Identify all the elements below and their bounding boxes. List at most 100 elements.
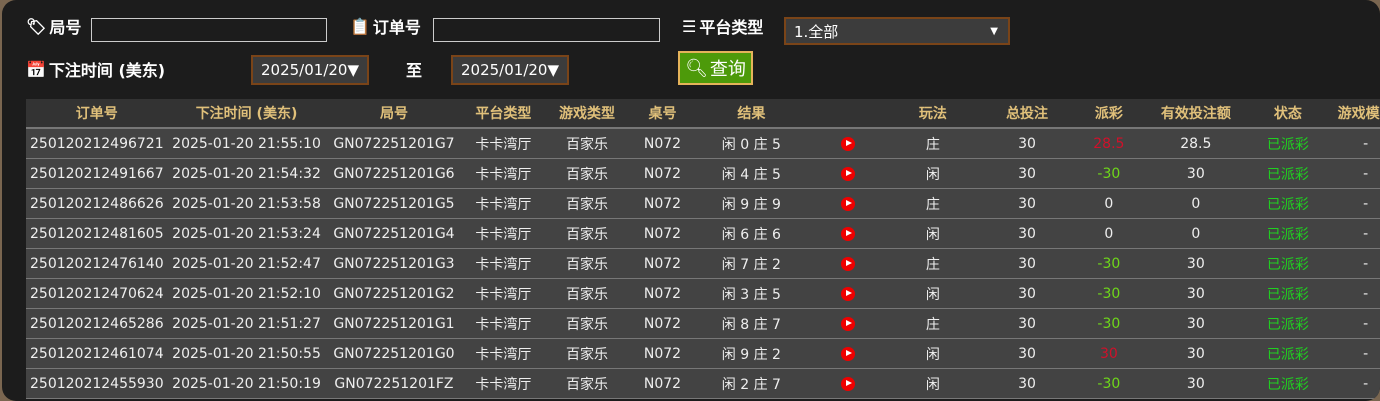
- table-cell: 30: [977, 308, 1077, 339]
- date-from-select[interactable]: 2025/01/20▼: [251, 55, 369, 85]
- table-cell: GN072251201G3: [325, 248, 463, 279]
- table-row: 250120212496721 2025-01-20 21:55:10 GN0722…: [26, 128, 1380, 159]
- table-cell: 0: [1141, 188, 1251, 219]
- table-cell: 250120212476140: [26, 248, 168, 279]
- table-cell: 250120212465286: [26, 308, 168, 339]
- table-cell: GN072251201G5: [325, 188, 463, 219]
- table-cell: -30: [1076, 368, 1142, 399]
- column-header: 平台类型: [462, 99, 545, 129]
- table-cell: 2025-01-20 21:55:10: [167, 128, 326, 159]
- table-cell: 庄: [888, 128, 978, 159]
- table-cell: 0: [1076, 188, 1142, 219]
- table-row: 250120212465286 2025-01-20 21:51:27 GN0722…: [26, 308, 1380, 339]
- table-cell: -: [1325, 338, 1380, 369]
- table-row: 250120212461074 2025-01-20 21:50:55 GN0722…: [26, 338, 1380, 369]
- table-cell: 0: [1076, 218, 1142, 249]
- column-header: 局号: [325, 99, 463, 129]
- column-header: 游戏模式: [1325, 99, 1380, 129]
- table-cell: 30: [1076, 338, 1142, 369]
- server-icon: ☰: [682, 16, 697, 36]
- table-cell: 30: [977, 368, 1077, 399]
- table-cell: 30: [977, 128, 1077, 159]
- table-cell: 闲: [888, 338, 978, 369]
- table-cell: GN072251201G0: [325, 338, 463, 369]
- replay-button[interactable]: [807, 308, 889, 339]
- table-cell: 闲: [888, 278, 978, 309]
- table-cell: 250120212455930: [26, 368, 168, 399]
- query-button[interactable]: 🔍︎ 查询: [678, 51, 753, 85]
- table-cell: 庄: [888, 308, 978, 339]
- table-cell: 30: [977, 338, 1077, 369]
- table-cell: 闲 2 庄 7: [695, 368, 808, 399]
- play-icon[interactable]: [840, 196, 855, 211]
- replay-button[interactable]: [807, 278, 889, 309]
- clipboard-icon: 📋: [350, 16, 370, 36]
- table-cell: 百家乐: [544, 128, 630, 159]
- play-icon[interactable]: [840, 226, 855, 241]
- replay-button[interactable]: [807, 188, 889, 219]
- table-cell: 百家乐: [544, 368, 630, 399]
- table-cell: GN072251201G4: [325, 218, 463, 249]
- table-cell: 卡卡湾厅: [462, 158, 545, 189]
- platform-select[interactable]: 1.全部 ▼: [784, 17, 1010, 45]
- play-icon[interactable]: [840, 316, 855, 331]
- to-label: 至: [406, 61, 423, 80]
- table-cell: -: [1325, 368, 1380, 399]
- table-cell: 百家乐: [544, 338, 630, 369]
- column-header: 总投注: [977, 99, 1077, 129]
- table-cell: 已派彩: [1250, 338, 1326, 369]
- table-cell: 30: [977, 218, 1077, 249]
- play-icon[interactable]: [840, 376, 855, 391]
- table-cell: 闲 9 庄 9: [695, 188, 808, 219]
- replay-button[interactable]: [807, 338, 889, 369]
- order-label: 📋 订单号: [350, 16, 421, 38]
- table-cell: 已派彩: [1250, 188, 1326, 219]
- play-icon[interactable]: [840, 166, 855, 181]
- table-cell: 2025-01-20 21:51:27: [167, 308, 326, 339]
- replay-button[interactable]: [807, 128, 889, 159]
- table-cell: 闲 6 庄 6: [695, 218, 808, 249]
- table-cell: 卡卡湾厅: [462, 308, 545, 339]
- table-cell: 2025-01-20 21:53:24: [167, 218, 326, 249]
- play-icon[interactable]: [840, 136, 855, 151]
- replay-button[interactable]: [807, 248, 889, 279]
- order-input[interactable]: [433, 18, 660, 42]
- table-cell: 30: [1141, 248, 1251, 279]
- column-header: 结果: [695, 99, 808, 129]
- table-cell: 已派彩: [1250, 278, 1326, 309]
- table-cell: 250120212461074: [26, 338, 168, 369]
- round-input[interactable]: [91, 18, 327, 42]
- table-row: 250120212476140 2025-01-20 21:52:47 GN0722…: [26, 248, 1380, 279]
- table-cell: 30: [1141, 278, 1251, 309]
- bet-table: 订单号 下注时间 (美东) 局号 平台类型 游戏类型 桌号 结果 玩法 总投注 派彩 有效投注额 状态…: [26, 99, 1380, 399]
- column-header: 游戏类型: [544, 99, 630, 129]
- column-header: 有效投注额: [1141, 99, 1251, 129]
- table-cell: 卡卡湾厅: [462, 188, 545, 219]
- table-cell: 百家乐: [544, 188, 630, 219]
- table-cell: 2025-01-20 21:53:58: [167, 188, 326, 219]
- play-icon[interactable]: [840, 256, 855, 271]
- replay-button[interactable]: [807, 368, 889, 399]
- table-cell: N072: [629, 128, 696, 159]
- column-header: 下注时间 (美东): [167, 99, 326, 129]
- date-to-select[interactable]: 2025/01/20▼: [451, 55, 569, 85]
- table-cell: 2025-01-20 21:52:47: [167, 248, 326, 279]
- table-cell: 闲 4 庄 5: [695, 158, 808, 189]
- table-cell: N072: [629, 278, 696, 309]
- table-cell: N072: [629, 158, 696, 189]
- table-cell: 卡卡湾厅: [462, 338, 545, 369]
- table-cell: 闲 3 庄 5: [695, 278, 808, 309]
- play-icon[interactable]: [840, 346, 855, 361]
- time-label: 📅 下注时间 (美东): [26, 59, 166, 81]
- replay-button[interactable]: [807, 158, 889, 189]
- replay-button[interactable]: [807, 218, 889, 249]
- table-cell: 百家乐: [544, 158, 630, 189]
- table-cell: 卡卡湾厅: [462, 218, 545, 249]
- table-cell: 30: [977, 278, 1077, 309]
- column-header: 桌号: [629, 99, 696, 129]
- play-icon[interactable]: [840, 286, 855, 301]
- table-cell: N072: [629, 308, 696, 339]
- table-cell: GN072251201G6: [325, 158, 463, 189]
- table-cell: 30: [977, 248, 1077, 279]
- table-row: 250120212455930 2025-01-20 21:50:19 GN0722…: [26, 368, 1380, 399]
